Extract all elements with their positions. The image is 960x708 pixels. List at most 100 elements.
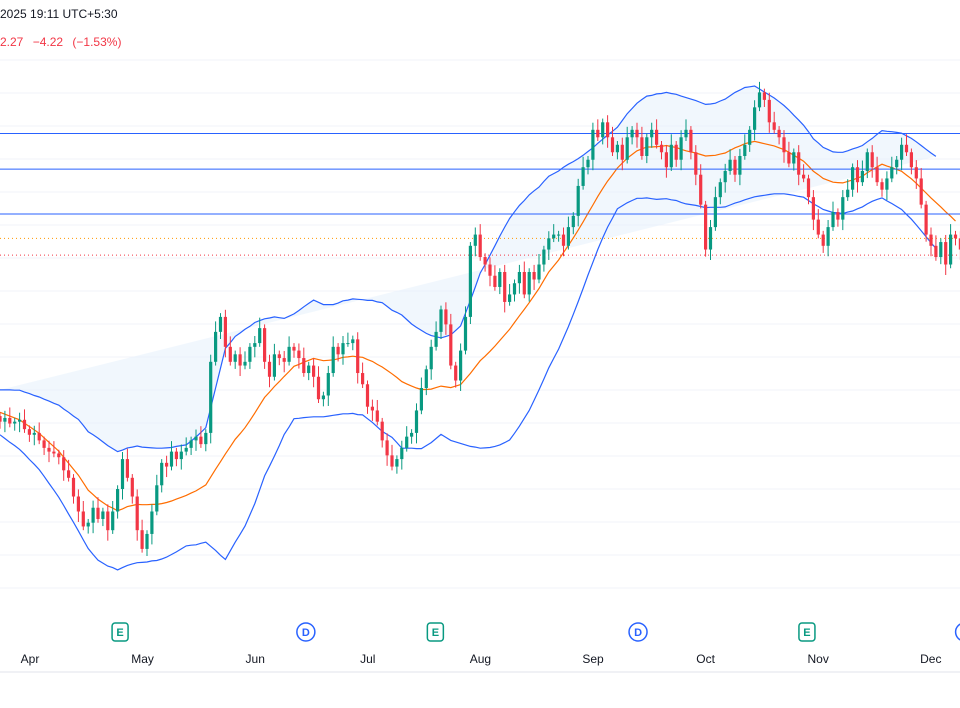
- candle-body: [811, 197, 815, 220]
- candle-body: [483, 257, 487, 265]
- candle-body: [694, 152, 698, 175]
- candle-body: [581, 167, 585, 186]
- candle-body: [356, 339, 360, 374]
- candle-body: [478, 234, 482, 258]
- candle-body: [209, 361, 213, 433]
- candle-body: [228, 346, 232, 362]
- candle-body: [939, 242, 943, 258]
- candle-body: [145, 533, 149, 549]
- candle-body: [316, 376, 321, 400]
- candle-body: [253, 343, 257, 347]
- candle-body: [375, 410, 379, 422]
- x-axis-label: Oct: [696, 652, 715, 666]
- candle-body: [885, 178, 889, 190]
- candle-body: [473, 234, 477, 246]
- x-axis-label: Apr: [21, 652, 40, 666]
- candle-body: [390, 455, 394, 467]
- x-axis-label: Sep: [582, 652, 604, 666]
- candle-body: [532, 272, 536, 280]
- candle-body: [537, 264, 541, 280]
- candle-body: [669, 144, 673, 168]
- candle-body: [194, 436, 198, 441]
- candle-body: [767, 99, 771, 123]
- candle-body: [929, 234, 933, 246]
- candle-body: [762, 92, 766, 100]
- candle-body: [223, 316, 227, 347]
- candle-body: [395, 459, 399, 467]
- candle-body: [120, 459, 125, 490]
- candle-body: [297, 350, 301, 359]
- candle-body: [263, 328, 267, 362]
- x-axis-label: May: [131, 652, 154, 666]
- candle-body: [841, 197, 845, 220]
- candle-body: [757, 92, 762, 108]
- candle-body: [704, 204, 708, 250]
- candle-body: [860, 170, 864, 183]
- dividend-marker[interactable]: D: [296, 622, 316, 642]
- time-axis: Apr May Jun Jul Aug Sep Oct Nov Dec: [21, 652, 942, 666]
- dividend-marker[interactable]: D: [628, 622, 648, 642]
- event-markers: EDEDED: [111, 622, 960, 642]
- candle-body: [434, 331, 438, 347]
- candle-body: [493, 275, 497, 287]
- candle-body: [958, 238, 960, 250]
- candle-body: [635, 129, 639, 138]
- candle-body: [630, 129, 634, 138]
- candle-body: [32, 432, 36, 435]
- candle-body: [385, 440, 389, 456]
- candle-body: [91, 507, 95, 523]
- x-axis-label: Dec: [920, 652, 941, 666]
- candle-body: [831, 212, 835, 228]
- candle-body: [591, 129, 595, 160]
- candle-body: [96, 507, 100, 519]
- svg-text:D: D: [634, 627, 642, 639]
- svg-text:E: E: [432, 627, 439, 639]
- candle-body: [880, 182, 884, 190]
- chart-header-time: 2025 19:11 UTC+5:30: [0, 7, 118, 21]
- candle-body: [748, 129, 752, 145]
- candle-body: [816, 219, 820, 235]
- candle-body: [527, 272, 531, 295]
- candle-body: [463, 316, 468, 351]
- candle-body: [904, 144, 909, 153]
- candle-body: [160, 462, 164, 486]
- candle-body: [267, 361, 272, 377]
- candle-body: [576, 185, 580, 216]
- candle-body: [47, 447, 51, 452]
- candle-body: [135, 496, 139, 531]
- chart-grid: [0, 59, 960, 673]
- candle-body: [204, 432, 208, 445]
- svg-text:E: E: [803, 627, 810, 639]
- candle-body: [640, 137, 644, 156]
- candle-body: [645, 137, 649, 156]
- candle-body: [287, 346, 291, 362]
- candle-body: [410, 432, 414, 437]
- candle-body: [606, 122, 610, 138]
- earnings-marker[interactable]: E: [798, 622, 816, 642]
- candle-body: [258, 328, 262, 344]
- dividend-marker[interactable]: D: [954, 623, 960, 641]
- candle-body: [361, 373, 365, 385]
- candle-body: [326, 373, 330, 396]
- candle-body: [189, 440, 193, 448]
- earnings-marker[interactable]: E: [111, 622, 129, 642]
- candle-body: [238, 354, 242, 366]
- candle-body: [3, 417, 7, 422]
- candle-body: [341, 343, 345, 355]
- candle-body: [851, 167, 855, 190]
- candle-body: [723, 170, 727, 183]
- candle-body: [346, 343, 350, 345]
- candle-body: [738, 156, 742, 175]
- candle-body: [321, 395, 325, 400]
- candle-body: [919, 178, 923, 205]
- candle-body: [76, 496, 80, 512]
- candle-body: [728, 159, 732, 171]
- candle-body: [664, 152, 668, 168]
- candle-body: [743, 144, 747, 156]
- candle-body: [836, 212, 840, 220]
- svg-text:E: E: [116, 627, 123, 639]
- candle-body: [615, 144, 619, 153]
- earnings-marker[interactable]: E: [426, 622, 445, 642]
- candle-body: [659, 144, 664, 153]
